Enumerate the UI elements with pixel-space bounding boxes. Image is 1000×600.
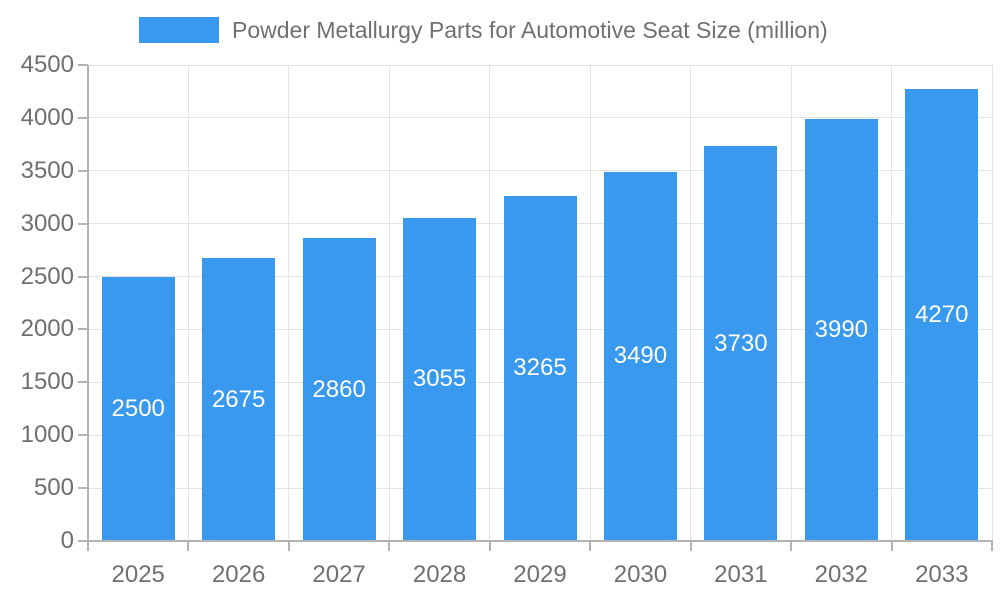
y-tick-mark: [78, 487, 88, 490]
y-tick-label: 3500: [20, 156, 74, 184]
x-tick-label: 2032: [814, 561, 869, 588]
x-tick-mark: [991, 541, 993, 551]
gridline-horizontal: [88, 117, 992, 119]
gridline-vertical: [489, 65, 491, 541]
y-tick-label: 500: [33, 474, 74, 502]
gridline-vertical: [288, 65, 290, 541]
gridline-vertical: [690, 65, 692, 541]
x-tick-mark: [187, 541, 190, 551]
bar: [302, 238, 376, 541]
bar-value-label: 3990: [814, 315, 869, 343]
x-tick-mark: [890, 541, 893, 551]
y-tick-mark: [78, 116, 88, 119]
x-tick-mark: [488, 541, 491, 551]
legend-label: Powder Metallurgy Parts for Automotive S…: [232, 17, 828, 43]
y-tick-label: 4500: [20, 51, 74, 78]
y-tick-label: 1000: [20, 421, 74, 449]
gridline-vertical: [589, 65, 591, 541]
y-tick-mark: [78, 328, 88, 331]
bar: [503, 195, 577, 541]
bar: [101, 276, 175, 541]
y-tick-label: 2000: [20, 315, 74, 343]
x-tick-mark: [388, 541, 391, 551]
x-tick-label: 2026: [211, 561, 266, 588]
bar-value-label: 2500: [111, 394, 165, 422]
bar-value-label: 3055: [412, 365, 467, 393]
x-tick-mark: [87, 541, 89, 551]
gridline-vertical: [790, 65, 792, 541]
x-tick-label: 2027: [312, 561, 366, 588]
y-tick-mark: [78, 64, 88, 66]
bar-value-label: 2675: [211, 385, 266, 413]
y-tick-label: 3000: [20, 209, 74, 237]
bar: [704, 146, 778, 541]
bar: [905, 89, 979, 541]
gridline-horizontal: [88, 170, 992, 172]
x-tick-mark: [689, 541, 692, 551]
x-tick-label: 2033: [915, 561, 969, 588]
bar-value-label: 4270: [915, 301, 969, 329]
x-tick-label: 2031: [714, 561, 768, 588]
x-tick-mark: [790, 541, 793, 551]
x-tick-mark: [287, 541, 290, 551]
x-tick-label: 2030: [613, 561, 668, 588]
bar: [202, 258, 276, 541]
x-tick-label: 2028: [412, 561, 467, 588]
legend: Powder Metallurgy Parts for Automotive S…: [139, 17, 828, 43]
bar-value-label: 2860: [312, 375, 366, 403]
gridline-vertical: [187, 65, 189, 541]
y-tick-label: 0: [60, 527, 74, 554]
bar: [403, 217, 477, 541]
y-tick-label: 4000: [20, 103, 74, 131]
y-tick-mark: [78, 381, 88, 384]
gridline-vertical: [991, 65, 993, 541]
gridline-horizontal: [88, 64, 992, 66]
y-tick-mark: [78, 169, 88, 172]
y-axis-line: [87, 65, 89, 541]
x-axis-line: [78, 540, 993, 542]
bar-value-label: 3730: [714, 329, 768, 357]
y-tick-mark: [78, 434, 88, 437]
y-tick-mark: [78, 222, 88, 225]
gridline-vertical: [891, 65, 893, 541]
y-tick-label: 1500: [20, 368, 74, 396]
y-tick-label: 2500: [20, 262, 74, 290]
x-tick-label: 2029: [513, 561, 567, 588]
x-tick-mark: [589, 541, 592, 551]
gridline-vertical: [388, 65, 390, 541]
bar: [804, 118, 878, 541]
bar-value-label: 3265: [513, 354, 567, 382]
plot-area: 0 500 1000 1500 2000 2500 3000 3500 4000 4500 2500…: [21, 51, 993, 588]
x-tick-label: 2025: [111, 561, 165, 588]
legend-swatch: [139, 17, 219, 43]
bar: [603, 171, 677, 541]
y-tick-mark: [78, 275, 88, 278]
bar-value-label: 3490: [613, 342, 668, 370]
